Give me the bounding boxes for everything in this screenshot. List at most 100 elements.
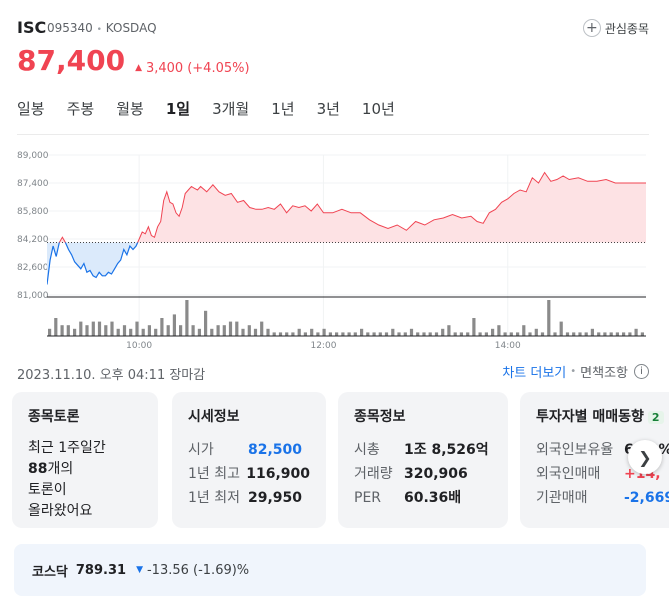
volume-bar xyxy=(447,325,451,336)
volume-bar xyxy=(48,328,52,336)
low-value: 29,950 xyxy=(248,490,303,506)
row-52w-low: 1년 최저 29,950 xyxy=(188,486,310,510)
volume-bar xyxy=(228,321,233,336)
volume-value: 320,906 xyxy=(404,466,468,482)
volume-bar xyxy=(278,332,283,336)
volume-bar xyxy=(347,332,351,336)
per-label: PER xyxy=(354,490,382,506)
volume-bar xyxy=(491,328,495,336)
tab-1year[interactable]: 1년 xyxy=(271,100,295,118)
volume-bar xyxy=(260,321,264,336)
price-chart[interactable]: 89,000 87,400 85,800 84,200 82,600 81,000 10:0… xyxy=(0,140,669,355)
volume-bar xyxy=(303,332,307,336)
volume-bar xyxy=(372,332,376,336)
foreign-trade-label: 외국인매매 xyxy=(536,466,601,482)
tab-3years[interactable]: 3년 xyxy=(316,100,340,118)
volume-bar xyxy=(66,325,70,336)
stock-code: 095340 xyxy=(47,21,93,35)
open-label: 시가 xyxy=(188,442,214,458)
volume-bar xyxy=(335,332,339,336)
volume-bar xyxy=(97,321,102,336)
x-tick-label: 14:00 xyxy=(495,341,521,351)
volume-bar xyxy=(422,332,426,336)
volume-bar xyxy=(54,318,58,336)
volume-bar xyxy=(160,318,164,336)
volume-bar xyxy=(166,325,170,336)
change-amount: 3,400 xyxy=(145,60,184,76)
volume-bar xyxy=(247,325,251,336)
volume-bar xyxy=(141,328,145,336)
index-name: 코스닥 xyxy=(32,564,68,580)
volume-bar xyxy=(528,332,532,336)
info-icon[interactable]: i xyxy=(634,364,649,379)
volume-bar xyxy=(497,325,501,336)
discussion-line2: 88개의 xyxy=(28,459,142,480)
tab-monthly[interactable]: 월봉 xyxy=(116,100,144,118)
kosdaq-index-bar[interactable]: 코스닥 789.31 ▼ -13.56 (-1.69)% xyxy=(14,544,646,596)
volume-bar xyxy=(584,332,588,336)
row-per: PER 60.36배 xyxy=(354,486,492,510)
volume-bar xyxy=(441,328,445,336)
volume-bar xyxy=(341,332,345,336)
volume-label: 거래량 xyxy=(354,466,393,482)
plus-icon: + xyxy=(582,19,601,37)
disclaimer-link[interactable]: 면책조항 xyxy=(580,366,628,381)
volume-bar xyxy=(191,325,195,336)
volume-bar xyxy=(197,328,201,336)
volume-bar xyxy=(553,332,557,336)
add-watchlist-button[interactable]: + 관심종목 xyxy=(582,16,649,40)
price-change: ▲ 3,400 (+4.05%) xyxy=(135,61,249,76)
volume-bar xyxy=(110,321,114,336)
row-open: 시가 82,500 xyxy=(188,438,310,462)
card-market-info[interactable]: 시세정보 시가 82,500 1년 최고 116,900 1년 최저 29,950 xyxy=(172,392,326,528)
investor-badge: 2 xyxy=(647,410,664,424)
y-tick-label: 84,200 xyxy=(17,235,49,245)
discussion-line4: 올라왔어요 xyxy=(28,503,93,519)
triangle-up-icon: ▲ xyxy=(135,63,142,73)
tab-10years[interactable]: 10년 xyxy=(361,100,395,118)
chevron-right-icon[interactable]: ❯ xyxy=(628,440,662,474)
watchlist-label: 관심종목 xyxy=(604,21,649,36)
row-institution-trade: 기관매매 -2,669 xyxy=(536,486,669,510)
row-market-cap: 시총 1조 8,526억 xyxy=(354,438,492,462)
volume-bar xyxy=(73,328,77,336)
tab-daily[interactable]: 일봉 xyxy=(17,100,45,118)
high-value: 116,900 xyxy=(246,466,310,482)
stock-info-title: 종목정보 xyxy=(354,409,406,425)
dot-separator: • xyxy=(570,366,577,377)
high-label: 1년 최고 xyxy=(188,466,240,482)
volume-bar xyxy=(210,328,214,336)
volume-bar xyxy=(253,328,258,336)
volume-bar xyxy=(503,332,507,336)
volume-bar xyxy=(534,328,538,336)
card-discussion[interactable]: 종목토론 최근 1주일간 88개의 토론이 올라왔어요 xyxy=(12,392,158,528)
status-links: 차트 더보기 • 면책조항 i xyxy=(502,362,649,381)
volume-bar xyxy=(291,332,295,336)
volume-bar xyxy=(179,325,183,336)
tab-weekly[interactable]: 주봉 xyxy=(66,100,95,118)
institution-trade-value: -2,669 xyxy=(624,490,669,506)
volume-bar xyxy=(241,328,245,336)
card-stock-info[interactable]: 종목정보 시총 1조 8,526억 거래량 320,906 PER 60.36배 xyxy=(338,392,508,528)
per-value: 60.36배 xyxy=(404,490,462,506)
investor-title-text: 투자자별 매매동향 xyxy=(536,409,644,425)
volume-bar xyxy=(590,328,594,336)
row-52w-high: 1년 최고 116,900 xyxy=(188,462,310,486)
discussion-title: 종목토론 xyxy=(28,409,80,425)
discussion-line1: 최근 1주일간 xyxy=(28,440,106,456)
more-chart-link[interactable]: 차트 더보기 xyxy=(502,366,567,381)
volume-bar xyxy=(122,325,127,336)
tab-1day[interactable]: 1일 xyxy=(165,100,191,118)
x-tick-label: 10:00 xyxy=(126,341,152,351)
volume-bar xyxy=(154,328,158,336)
volume-bar xyxy=(60,325,64,336)
volume-bar xyxy=(547,300,551,336)
volume-bar xyxy=(472,318,476,336)
meta-separator: • xyxy=(96,25,102,35)
volume-bar xyxy=(466,332,470,336)
x-tick-label: 12:00 xyxy=(310,341,336,351)
volume-bar xyxy=(266,328,270,336)
period-tabs: 일봉 주봉 월봉 1일 3개월 1년 3년 10년 xyxy=(17,98,417,122)
tab-3months[interactable]: 3개월 xyxy=(212,100,250,118)
